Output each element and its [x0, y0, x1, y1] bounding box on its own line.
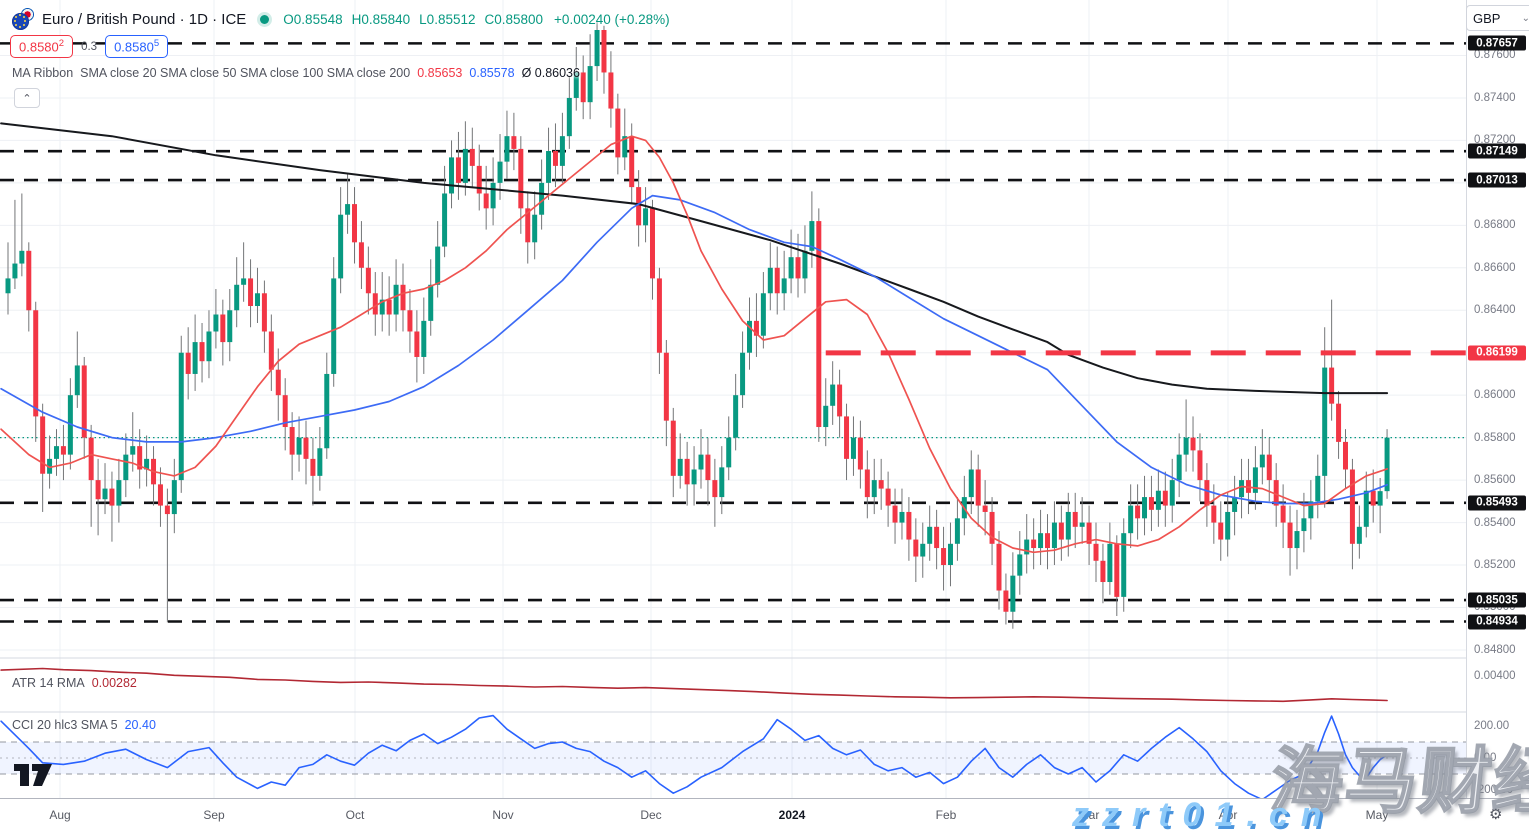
chevron-down-icon: ⌄	[1521, 12, 1529, 24]
cci-tick: 200.00	[1474, 720, 1510, 732]
price-tick: 0.86400	[1474, 304, 1516, 317]
quote-panel: 0.85802 0.3 0.85805	[10, 35, 169, 59]
cci-title: CCI 20 hlc3 SMA 5	[12, 718, 118, 732]
symbol-title[interactable]: Euro / British Pound · 1D · ICE	[42, 10, 247, 28]
atr-title: ATR 14 RMA	[12, 676, 85, 690]
exchange-label: ICE	[221, 10, 247, 28]
level-price-label: 0.84934	[1468, 614, 1526, 629]
sell-button[interactable]: 0.85802	[10, 35, 74, 59]
collapse-indicator-button[interactable]: ⌃	[14, 88, 40, 108]
ma-ribbon-legend[interactable]: MA Ribbon SMA close 20 SMA close 50 SMA …	[12, 66, 580, 80]
level-price-label: 0.87149	[1468, 143, 1526, 159]
ma-ribbon-params: SMA close 20 SMA close 50 SMA close 100 …	[80, 66, 411, 80]
time-label-feb: Feb	[935, 808, 957, 822]
interval-label: 1D	[188, 10, 208, 28]
ohlc-values: O0.85548 H0.85840 L0.85512 C0.85800 +0.00240…	[283, 12, 669, 27]
ohlc-l: L0.85512	[419, 11, 476, 27]
price-tick: 0.85200	[1474, 559, 1516, 572]
price-tick: 0.86000	[1474, 389, 1516, 402]
time-label-mar: Mar	[1078, 808, 1100, 822]
time-label-aug: Aug	[49, 808, 71, 822]
price-tick: 0.87400	[1474, 91, 1516, 104]
ohlc-c: C0.85800	[484, 11, 544, 27]
change-value: +0.00240 (+0.28%)	[554, 11, 670, 27]
time-label-may: May	[1365, 808, 1389, 822]
sma20-value: 0.85653	[417, 66, 463, 80]
time-label-sep: Sep	[203, 808, 225, 822]
buy-button[interactable]: 0.85805	[105, 35, 169, 59]
price-axis[interactable]: 0.876000.874000.872000.870000.868000.866…	[1466, 0, 1529, 798]
time-label-apr: Apr	[1218, 808, 1238, 822]
price-tick: 0.84800	[1474, 643, 1516, 656]
price-tick: 0.87600	[1474, 49, 1516, 62]
currency-selector[interactable]: GBP ⌄	[1466, 5, 1529, 31]
atr-value: 0.00282	[91, 676, 137, 690]
ohlc-o: O0.85548	[283, 11, 343, 27]
level-price-label: 0.85035	[1468, 592, 1526, 608]
cci-value: 20.40	[124, 718, 156, 732]
spread-value: 0.3	[81, 40, 98, 53]
time-label-nov: Nov	[492, 808, 514, 822]
atr-tick: 0.00400	[1474, 670, 1516, 683]
time-axis[interactable]: ⚙ Aug Sep Oct Nov Dec 2024 Feb Mar Apr May	[0, 798, 1529, 833]
currency-label: GBP	[1473, 10, 1501, 26]
level-price-label: 0.86199	[1468, 345, 1526, 361]
price-tick: 0.87200	[1474, 134, 1516, 147]
ma-ribbon-name: MA Ribbon	[12, 66, 74, 80]
price-tick: 0.86600	[1474, 261, 1516, 274]
symbol-legend[interactable]: Euro / British Pound · 1D · ICE O0.85548…	[12, 8, 670, 30]
time-label-oct: Oct	[345, 808, 365, 822]
tradingview-logo[interactable]	[14, 764, 52, 786]
cci-legend[interactable]: CCI 20 hlc3 SMA 5 20.40	[12, 718, 156, 732]
eurgbp-pair-icon	[12, 8, 34, 30]
cci-tick: -200.00	[1474, 784, 1514, 796]
cci-tick: 0.00	[1474, 752, 1497, 764]
atr-legend[interactable]: ATR 14 RMA 0.00282	[12, 676, 137, 690]
eur-flag-icon	[12, 13, 29, 30]
ohlc-h: H0.85840	[351, 11, 411, 27]
sma50-value: 0.85578	[469, 66, 515, 80]
price-tick: 0.85600	[1474, 474, 1516, 487]
level-price-label: 0.85493	[1468, 495, 1526, 511]
level-price-label: 0.87013	[1468, 172, 1526, 188]
price-tick: 0.85400	[1474, 516, 1516, 529]
time-label-2024: 2024	[778, 808, 806, 822]
axis-settings-gear-icon[interactable]: ⚙	[1489, 806, 1503, 823]
market-status-dot[interactable]	[260, 14, 270, 24]
time-label-dec: Dec	[640, 808, 662, 822]
price-tick: 0.85800	[1474, 431, 1516, 444]
level-price-label: 0.87657	[1468, 35, 1526, 51]
price-tick: 0.86800	[1474, 219, 1516, 232]
ma-average-value: Ø 0.86036	[521, 66, 580, 80]
